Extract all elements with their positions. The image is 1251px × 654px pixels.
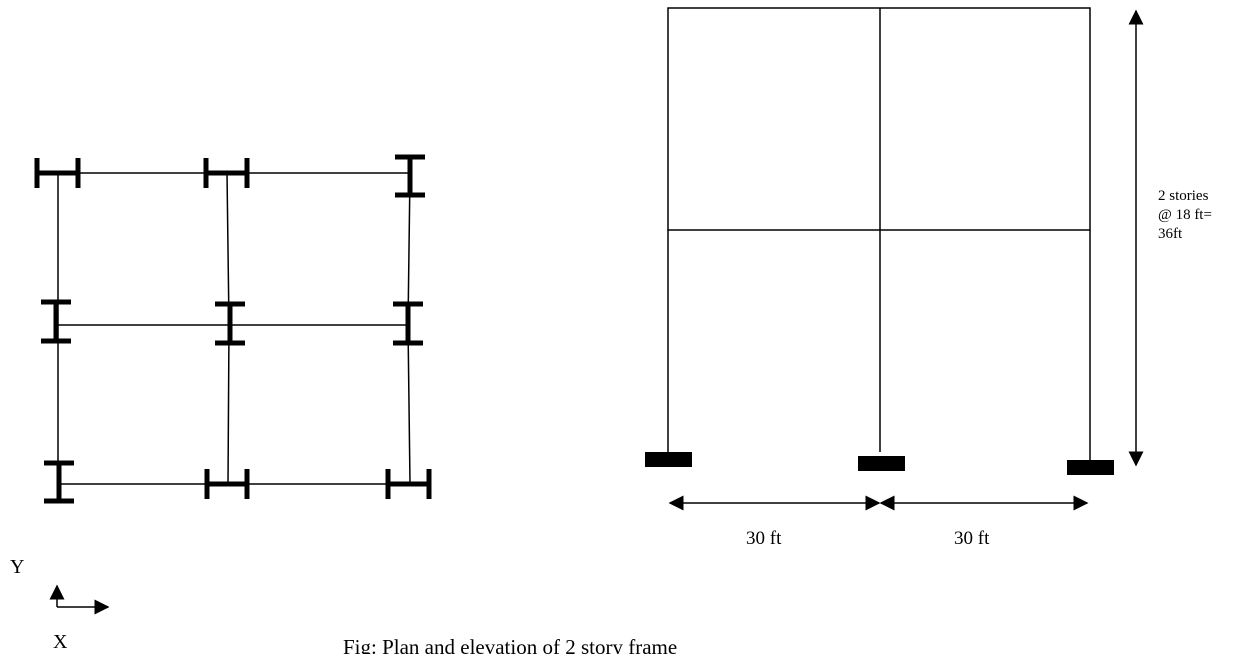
column-i-section-icon: [34, 158, 81, 188]
plan-girder-center-bottom: [227, 324, 230, 485]
frame-outline-top: [667, 7, 1091, 231]
fixed-support-right: [1067, 460, 1114, 475]
column-i-section-icon: [385, 469, 432, 499]
column-i-section-icon: [203, 158, 250, 188]
span-label-right: 30 ft: [954, 528, 990, 549]
dimensions: [668, 9, 1144, 511]
column-i-section-icon: [395, 154, 425, 198]
column-i-section-icon: [41, 299, 71, 344]
plan-girder-center-top: [226, 172, 230, 326]
plan-columns: [34, 154, 432, 504]
height-label-line1: 2 stories: [1158, 188, 1209, 204]
plan-girder-right-bottom: [407, 324, 411, 485]
height-label-line2: @ 18 ft=: [1158, 207, 1212, 223]
y-axis-label: Y: [10, 556, 24, 578]
fixed-support-left: [645, 452, 692, 467]
plan-girder-right-top: [407, 172, 411, 326]
plan-view: [57, 172, 411, 485]
x-axis-label: X: [53, 631, 68, 653]
figure-caption: Fig: Plan and elevation of 2 story frame: [343, 635, 677, 654]
fixed-support-center: [858, 456, 905, 471]
height-label-line3: 36ft: [1158, 226, 1183, 242]
elevation-view: [667, 7, 1091, 460]
column-i-section-icon: [44, 460, 74, 504]
supports: [645, 452, 1114, 475]
column-i-section-icon: [204, 469, 250, 499]
column-i-section-icon: [393, 301, 423, 346]
span-label-left: 30 ft: [746, 528, 782, 549]
column-i-section-icon: [215, 301, 245, 346]
axis-indicator: [49, 584, 110, 615]
